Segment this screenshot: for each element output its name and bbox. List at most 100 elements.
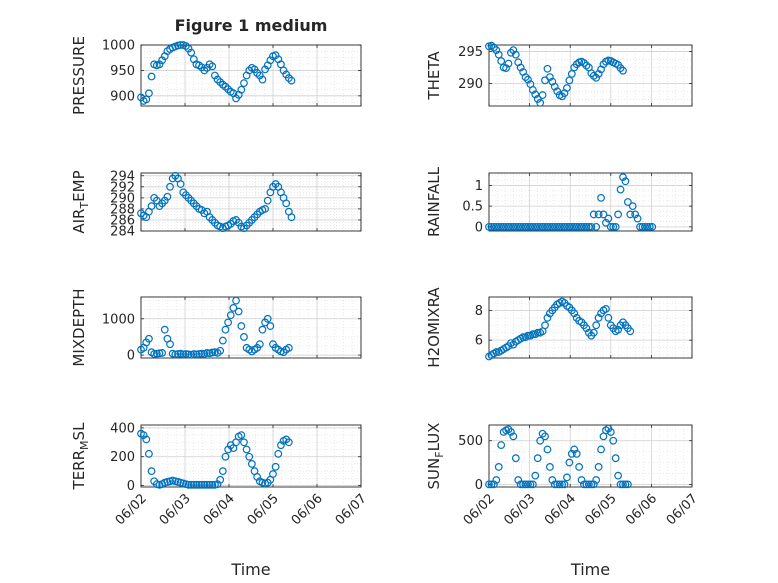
data-point <box>179 350 188 359</box>
data-point <box>584 222 593 231</box>
data-point <box>577 222 586 231</box>
data-point <box>240 333 248 341</box>
data-point <box>533 328 542 337</box>
data-point <box>528 86 537 94</box>
data-point <box>602 218 610 227</box>
data-point <box>507 48 515 57</box>
data-point <box>589 480 598 489</box>
data-point <box>502 64 510 73</box>
data-point <box>271 462 280 471</box>
subplot-mixdepth: 0 1000 MIXDEPTH <box>70 288 362 367</box>
data-point <box>516 222 525 231</box>
data-point <box>287 76 296 85</box>
data-point <box>492 476 501 484</box>
data-point <box>555 222 564 231</box>
data-point <box>563 84 571 92</box>
data-point <box>533 454 542 463</box>
data-point <box>594 210 603 219</box>
data-point <box>489 43 498 52</box>
data-point <box>541 321 549 330</box>
data-point <box>572 222 581 231</box>
data-point <box>533 222 542 231</box>
axes-box <box>140 44 362 107</box>
y-axis-label: H2OMIXRA <box>425 287 443 368</box>
data-point <box>240 79 248 88</box>
data-point <box>187 48 196 57</box>
data-point <box>258 325 267 334</box>
data-point <box>536 222 545 231</box>
data-point <box>589 210 598 219</box>
subplot-theta: 290 295 THETA <box>425 41 693 107</box>
data-point <box>232 296 240 305</box>
data-point <box>492 46 501 55</box>
data-point <box>492 222 501 231</box>
data-point <box>587 69 596 78</box>
data-point <box>145 334 153 343</box>
axes-box <box>488 44 693 107</box>
data-point <box>531 222 540 231</box>
data-point <box>587 480 596 489</box>
data-point <box>597 445 605 454</box>
data-point <box>494 463 503 471</box>
data-point <box>599 60 608 69</box>
plot-area <box>489 173 692 231</box>
data-point <box>565 222 574 231</box>
data-point <box>504 59 513 68</box>
y-tick-label: 0 <box>127 479 135 494</box>
data-point <box>580 59 588 67</box>
data-point <box>531 471 540 480</box>
y-axis-label: TERRMSL <box>70 422 91 491</box>
data-point <box>287 213 296 222</box>
data-point <box>166 182 174 191</box>
data-point <box>511 454 520 463</box>
data-point <box>604 313 613 322</box>
data-point <box>521 480 530 489</box>
data-point <box>546 463 554 471</box>
data-point <box>282 199 291 208</box>
y-axis-label: THETA <box>425 51 443 101</box>
data-point <box>160 196 169 205</box>
data-point <box>284 343 293 352</box>
data-point <box>284 438 293 447</box>
data-point <box>203 480 211 489</box>
y-tick-label: 290 <box>458 77 483 92</box>
data-point <box>497 441 506 449</box>
data-point <box>611 222 620 231</box>
data-point <box>485 222 493 231</box>
data-point <box>602 305 610 313</box>
y-tick-label: 500 <box>458 434 483 449</box>
data-point <box>648 222 657 231</box>
data-point <box>221 325 230 334</box>
data-point <box>234 218 243 227</box>
data-point <box>195 350 203 358</box>
data-point <box>538 222 547 231</box>
data-point <box>560 222 569 231</box>
data-point <box>184 480 193 489</box>
data-point <box>509 432 518 441</box>
data-point <box>509 222 518 231</box>
data-point <box>224 318 233 327</box>
data-point <box>616 480 625 489</box>
data-point <box>237 431 246 439</box>
data-point <box>577 476 586 484</box>
data-point <box>619 480 627 489</box>
data-point <box>216 475 225 484</box>
data-point <box>606 222 615 231</box>
data-point <box>516 480 525 489</box>
data-point <box>147 202 156 211</box>
axes-box <box>140 424 362 488</box>
axes-box <box>140 172 362 232</box>
y-axis-label: PRESSURE <box>70 36 88 115</box>
data-point <box>197 480 206 489</box>
data-point <box>203 349 211 357</box>
data-point <box>221 452 230 461</box>
data-point <box>150 350 159 358</box>
data-point <box>623 198 632 206</box>
data-point <box>499 222 508 231</box>
data-point <box>592 222 601 231</box>
data-point <box>218 336 227 345</box>
data-point <box>594 463 603 471</box>
data-point <box>582 61 591 70</box>
